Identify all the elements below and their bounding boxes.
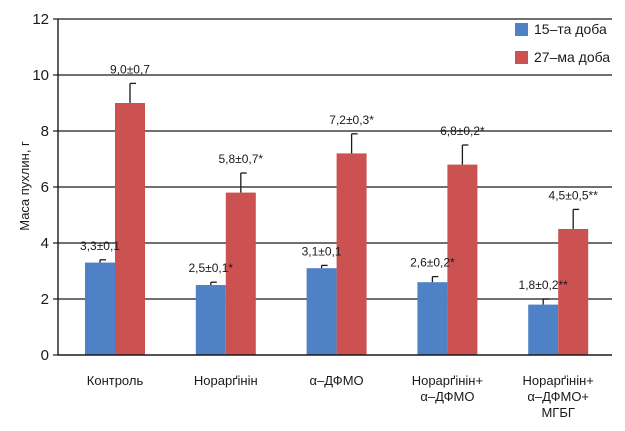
data-label: 9,0±0,7 (110, 62, 150, 76)
data-label: 6,8±0,2* (440, 124, 485, 138)
legend: 15–та доба 27–ма доба (515, 21, 610, 65)
x-category-label: Норарґінін+ (523, 373, 594, 388)
label-layer: 3,3±0,1 9,0±0,7 Контроль 2,5±0,1* 5,8±0,7* Но… (80, 62, 598, 420)
legend-swatch (515, 51, 528, 64)
x-category-label: МГБГ (541, 405, 574, 420)
data-label: 3,3±0,1 (80, 239, 120, 253)
bar (115, 103, 145, 355)
data-label: 2,6±0,2* (410, 256, 455, 270)
data-label: 1,8±0,2** (519, 278, 569, 292)
bar (195, 285, 226, 355)
data-label: 7,2±0,3* (329, 113, 374, 127)
bar-layer (85, 82, 589, 355)
legend-label: 27–ма доба (534, 49, 610, 65)
y-tick-label: 6 (41, 179, 49, 196)
axis-layer: 0 2 4 6 8 10 12 (32, 11, 612, 364)
legend-label: 15–та доба (534, 21, 607, 37)
bar (336, 153, 367, 355)
y-axis-label: Маса пухлин, г (17, 141, 32, 231)
data-label: 5,8±0,7* (218, 152, 263, 166)
data-label: 3,1±0,1 (302, 244, 342, 258)
y-tick-label: 4 (41, 235, 49, 252)
y-tick-label: 0 (41, 347, 49, 364)
bar (225, 192, 256, 355)
x-category-label: α–ДФМО (420, 389, 474, 404)
y-tick-label: 10 (32, 67, 49, 84)
bar (306, 268, 337, 355)
x-category-label: α–ДФМО (310, 373, 364, 388)
bar (447, 164, 478, 355)
bar (558, 229, 589, 355)
data-label: 2,5±0,1* (188, 261, 233, 275)
y-tick-label: 8 (41, 123, 49, 140)
bar (417, 282, 448, 355)
x-category-label: Норарґінін (194, 373, 258, 388)
data-label: 4,5±0,5** (549, 188, 599, 202)
y-tick-label: 12 (32, 11, 49, 28)
bar (528, 304, 559, 355)
x-category-label: α–ДФМО+ (527, 389, 589, 404)
grid-layer (58, 18, 612, 300)
x-category-label: Контроль (87, 373, 144, 388)
y-tick-label: 2 (41, 291, 49, 308)
bar (85, 262, 115, 355)
legend-swatch (515, 23, 528, 36)
x-category-label: Норарґінін+ (412, 373, 483, 388)
